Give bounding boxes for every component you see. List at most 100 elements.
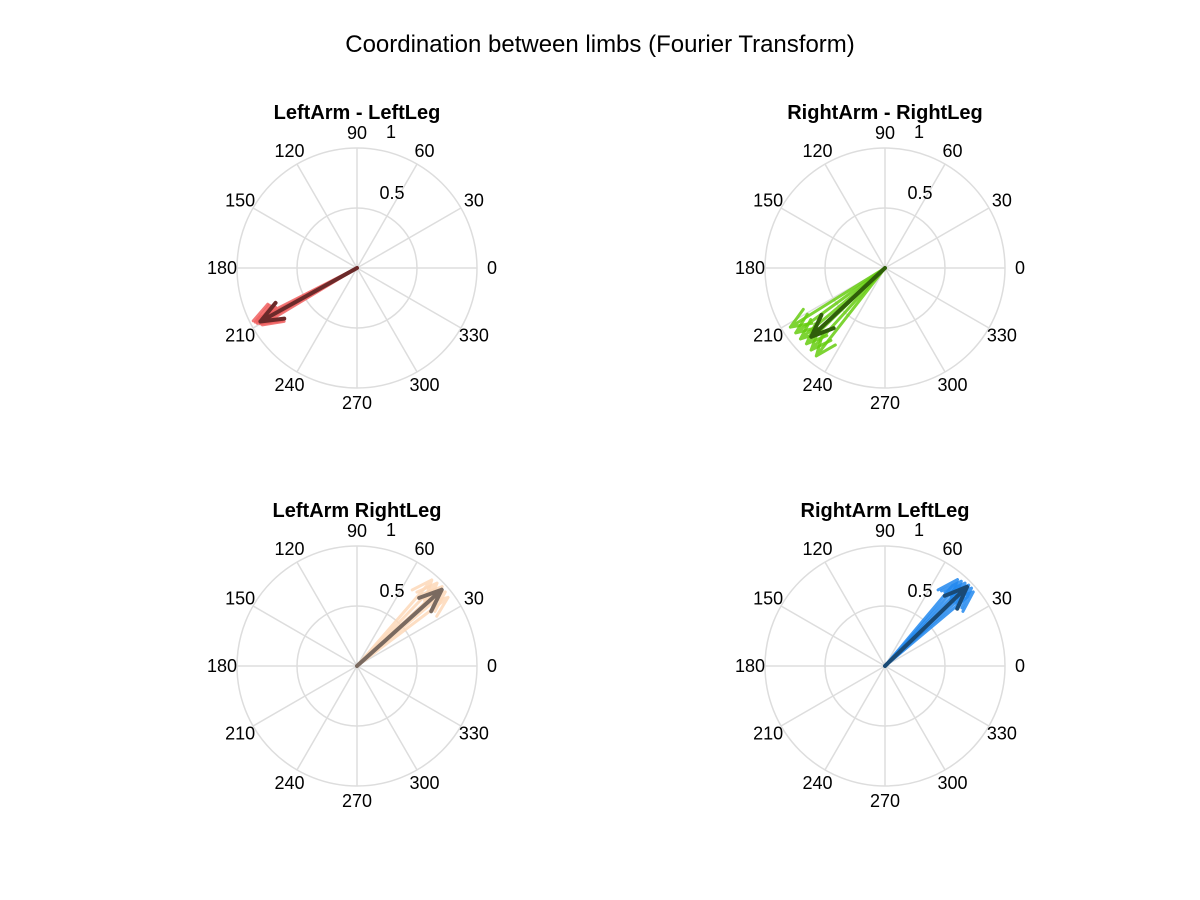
theta-tick-label: 120	[274, 141, 304, 161]
theta-tick-label: 150	[753, 191, 783, 211]
grid-spoke	[356, 665, 418, 771]
theta-tick-label: 300	[937, 375, 967, 395]
theta-tick-label: 60	[414, 141, 434, 161]
theta-tick-label: 120	[802, 141, 832, 161]
theta-tick-label: 30	[992, 191, 1012, 211]
theta-tick-label: 240	[274, 375, 304, 395]
theta-tick-label: 300	[409, 773, 439, 793]
grid-spoke	[824, 163, 886, 269]
grid-spoke	[296, 267, 358, 373]
r-tick-label: 0.5	[907, 183, 932, 203]
r-tick-label: 0.5	[907, 581, 932, 601]
grid-spoke	[824, 267, 886, 373]
theta-tick-label: 300	[937, 773, 967, 793]
grid-spoke	[356, 267, 418, 373]
theta-tick-label: 270	[870, 393, 900, 413]
theta-tick-label: 330	[459, 724, 489, 744]
theta-tick-label: 0	[487, 656, 497, 676]
theta-tick-label: 330	[459, 326, 489, 346]
grid-spoke	[780, 207, 886, 269]
theta-tick-label: 150	[225, 191, 255, 211]
grid-spoke	[356, 605, 462, 667]
mean-arrow	[883, 584, 970, 668]
theta-tick-label: 150	[753, 589, 783, 609]
theta-tick-label: 180	[735, 656, 765, 676]
grid-spoke	[780, 605, 886, 667]
theta-tick-label: 210	[225, 326, 255, 346]
theta-tick-label: 210	[753, 724, 783, 744]
theta-tick-label: 30	[464, 191, 484, 211]
grid-spoke	[884, 561, 946, 667]
grid-spoke	[296, 163, 358, 269]
theta-tick-label: 90	[875, 123, 895, 143]
theta-tick-label: 270	[342, 791, 372, 811]
grid-spoke	[884, 665, 990, 727]
theta-tick-label: 330	[987, 326, 1017, 346]
r-tick-label: 1	[914, 122, 924, 142]
r-tick-label: 1	[914, 520, 924, 540]
theta-tick-label: 210	[753, 326, 783, 346]
theta-tick-label: 60	[942, 539, 962, 559]
grid-spoke	[252, 605, 358, 667]
theta-tick-label: 90	[347, 521, 367, 541]
grid-spoke	[780, 665, 886, 727]
grid-spoke	[356, 561, 418, 667]
subplot-title: LeftArm RightLeg	[273, 500, 442, 522]
mean-arrow	[258, 266, 359, 324]
subplot-title: RightArm LeftLeg	[801, 500, 970, 522]
subplot-title: LeftArm - LeftLeg	[274, 102, 441, 124]
theta-tick-label: 0	[487, 258, 497, 278]
theta-tick-label: 300	[409, 375, 439, 395]
grid-spoke	[296, 665, 358, 771]
main-title: Coordination between limbs (Fourier Tran…	[345, 31, 855, 58]
theta-tick-label: 150	[225, 589, 255, 609]
grid-spoke	[884, 207, 990, 269]
trial-arrow	[814, 266, 887, 358]
polar-subplot-4: RightArm LeftLeg 0 30 60 90 120 150 180 210 240 27…	[735, 500, 1025, 811]
grid-spoke	[884, 267, 990, 329]
grid-spoke	[824, 665, 886, 771]
polar-subplot-1: LeftArm - LeftLeg 0 30 60 90 120 150 180 210 240 2…	[207, 102, 497, 413]
grid-spoke	[356, 267, 462, 329]
r-tick-label: 1	[386, 122, 396, 142]
subplots: LeftArm - LeftLeg 0 30 60 90 120 150 180 210 240 2…	[207, 102, 1025, 811]
theta-tick-label: 240	[802, 773, 832, 793]
theta-tick-label: 120	[802, 539, 832, 559]
theta-tick-label: 180	[207, 258, 237, 278]
grid-spoke	[824, 561, 886, 667]
grid-spoke	[884, 267, 946, 373]
theta-tick-label: 90	[875, 521, 895, 541]
polar-subplot-3: LeftArm RightLeg 0 30 60 90 120 150 180 210 240 27…	[207, 500, 497, 811]
theta-tick-label: 240	[802, 375, 832, 395]
grid-spoke	[356, 665, 462, 727]
theta-tick-label: 180	[207, 656, 237, 676]
theta-tick-label: 90	[347, 123, 367, 143]
theta-tick-label: 270	[870, 791, 900, 811]
theta-tick-label: 0	[1015, 258, 1025, 278]
mean-arrow	[809, 266, 887, 339]
theta-tick-label: 270	[342, 393, 372, 413]
r-tick-label: 0.5	[379, 183, 404, 203]
theta-tick-label: 330	[987, 724, 1017, 744]
theta-tick-label: 30	[992, 589, 1012, 609]
theta-tick-label: 30	[464, 589, 484, 609]
theta-tick-label: 240	[274, 773, 304, 793]
theta-tick-label: 60	[414, 539, 434, 559]
grid-spoke	[356, 207, 462, 269]
grid-spoke	[884, 665, 946, 771]
polar-subplot-2: RightArm - RightLeg 0 30 60 90 120 150 180 210 24…	[735, 102, 1025, 413]
theta-tick-label: 120	[274, 539, 304, 559]
grid-spoke	[252, 665, 358, 727]
theta-tick-label: 0	[1015, 656, 1025, 676]
theta-tick-label: 210	[225, 724, 255, 744]
grid-spoke	[884, 605, 990, 667]
r-tick-label: 1	[386, 520, 396, 540]
subplot-title: RightArm - RightLeg	[787, 102, 983, 124]
r-tick-label: 0.5	[379, 581, 404, 601]
grid-spoke	[884, 163, 946, 269]
grid-spoke	[252, 207, 358, 269]
grid-spoke	[356, 163, 418, 269]
mean-arrow	[355, 587, 444, 668]
grid-spoke	[296, 561, 358, 667]
